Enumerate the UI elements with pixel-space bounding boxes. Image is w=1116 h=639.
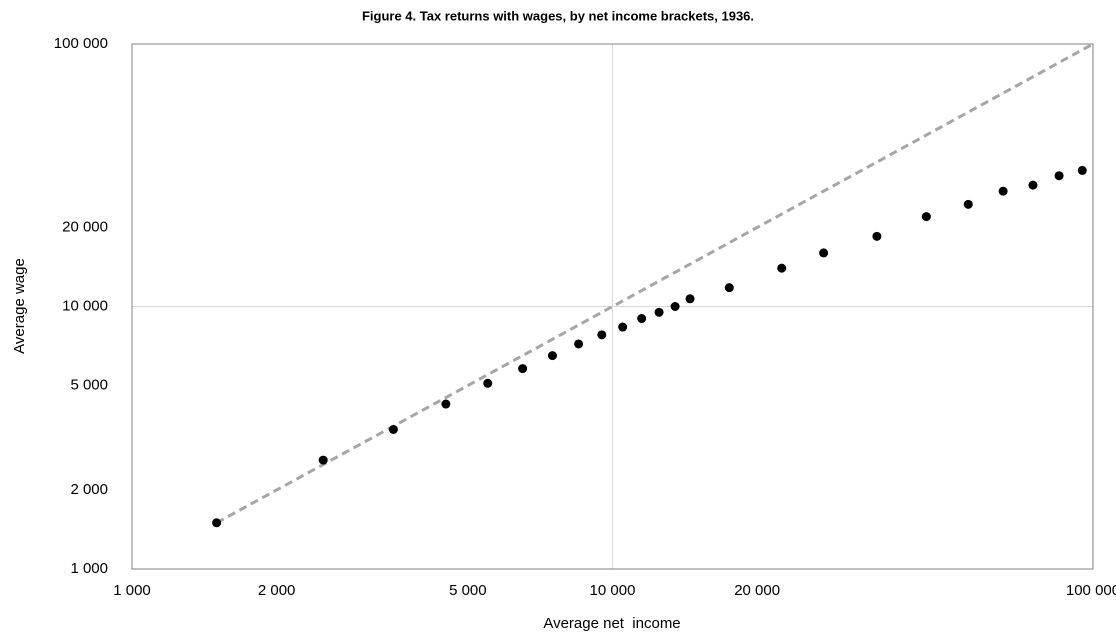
point bbox=[921, 212, 931, 222]
x-tick-label: 2 000 bbox=[258, 582, 296, 599]
point bbox=[1077, 165, 1087, 175]
x-tick-label: 20 000 bbox=[734, 582, 780, 599]
point bbox=[1054, 171, 1064, 181]
x-tick-label: 5 000 bbox=[449, 582, 487, 599]
point bbox=[483, 378, 493, 388]
reference-line bbox=[215, 42, 1094, 525]
plot-border bbox=[131, 43, 1094, 570]
y-tick-label: 10 000 bbox=[62, 297, 108, 314]
point bbox=[441, 399, 451, 409]
x-axis-label: Average net income bbox=[543, 615, 680, 632]
x-tick-label: 100 000 bbox=[1066, 582, 1116, 599]
y-tick-label: 1 000 bbox=[70, 560, 108, 577]
point bbox=[212, 518, 222, 528]
y-axis-label: Average wage bbox=[11, 258, 28, 354]
point bbox=[872, 231, 882, 241]
point bbox=[819, 248, 829, 258]
y-tick-label: 20 000 bbox=[62, 218, 108, 235]
point bbox=[998, 186, 1008, 196]
point bbox=[597, 330, 607, 340]
chart-title: Figure 4. Tax returns with wages, by net… bbox=[362, 8, 754, 23]
y-tick-label: 100 000 bbox=[54, 35, 108, 52]
point bbox=[654, 307, 664, 317]
point bbox=[777, 263, 787, 273]
point bbox=[963, 199, 973, 209]
y-tick-label: 5 000 bbox=[70, 376, 108, 393]
point bbox=[518, 364, 528, 374]
point bbox=[637, 314, 647, 324]
point bbox=[547, 351, 557, 361]
point bbox=[670, 302, 680, 311]
point bbox=[685, 294, 695, 304]
x-tick-label: 10 000 bbox=[590, 582, 636, 599]
point bbox=[318, 455, 328, 465]
x-tick-label: 1 000 bbox=[113, 582, 151, 599]
point bbox=[574, 339, 584, 349]
point bbox=[1028, 180, 1038, 190]
y-tick-label: 2 000 bbox=[70, 481, 108, 498]
point bbox=[724, 283, 734, 293]
point bbox=[618, 322, 628, 332]
point bbox=[388, 424, 398, 434]
